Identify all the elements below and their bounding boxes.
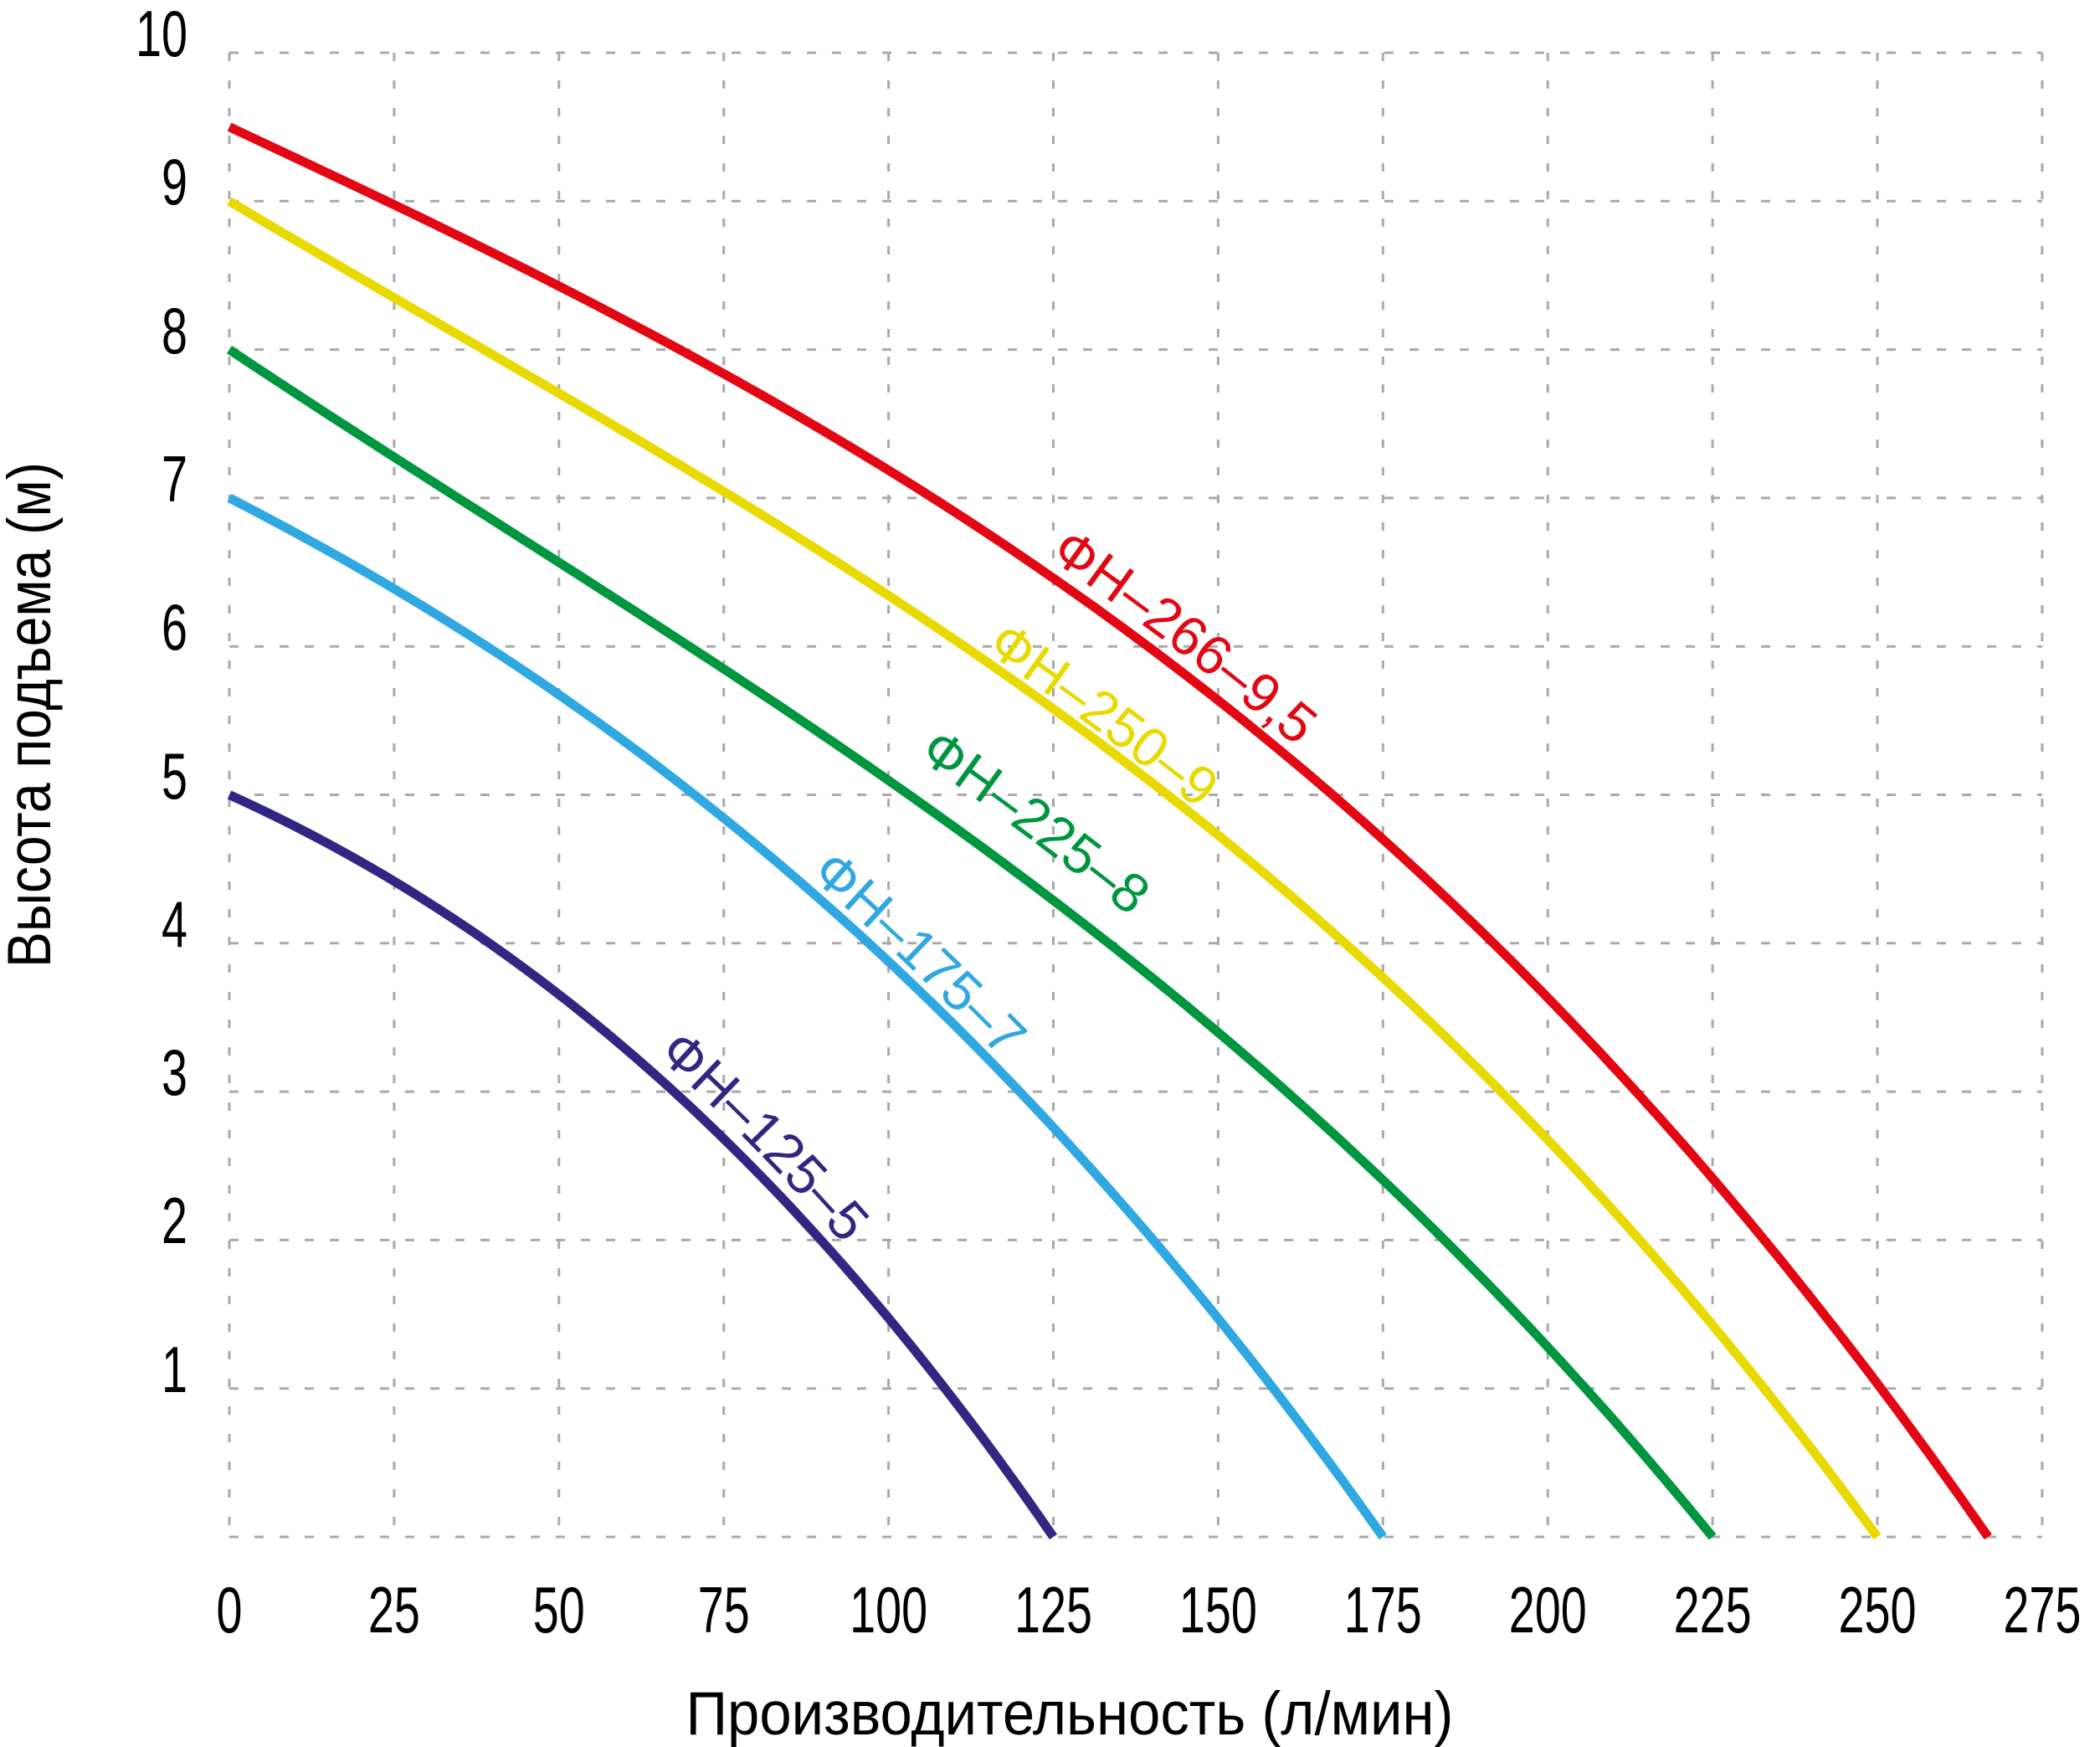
svg-text:175: 175 (1344, 1573, 1422, 1647)
svg-text:200: 200 (1509, 1573, 1587, 1647)
svg-text:100: 100 (850, 1573, 927, 1647)
svg-text:1: 1 (162, 1333, 187, 1406)
svg-text:2: 2 (162, 1184, 187, 1257)
svg-text:225: 225 (1674, 1573, 1752, 1647)
svg-text:250: 250 (1839, 1573, 1917, 1647)
svg-text:275: 275 (2003, 1573, 2081, 1647)
svg-text:Производительность (л/мин): Производительность (л/мин) (686, 1680, 1454, 1747)
svg-text:Высота подъема (м): Высота подъема (м) (0, 462, 64, 968)
svg-text:5: 5 (162, 739, 187, 813)
svg-text:50: 50 (533, 1573, 585, 1647)
svg-text:6: 6 (162, 590, 187, 664)
svg-text:75: 75 (698, 1573, 750, 1647)
svg-text:25: 25 (368, 1573, 420, 1647)
svg-text:4: 4 (162, 887, 187, 961)
svg-text:0: 0 (217, 1573, 243, 1647)
svg-text:8: 8 (162, 294, 187, 367)
svg-text:10: 10 (136, 0, 187, 70)
svg-text:7: 7 (162, 442, 187, 516)
svg-text:150: 150 (1179, 1573, 1257, 1647)
svg-text:9: 9 (162, 145, 187, 218)
svg-text:125: 125 (1014, 1573, 1092, 1647)
svg-text:3: 3 (162, 1035, 187, 1109)
